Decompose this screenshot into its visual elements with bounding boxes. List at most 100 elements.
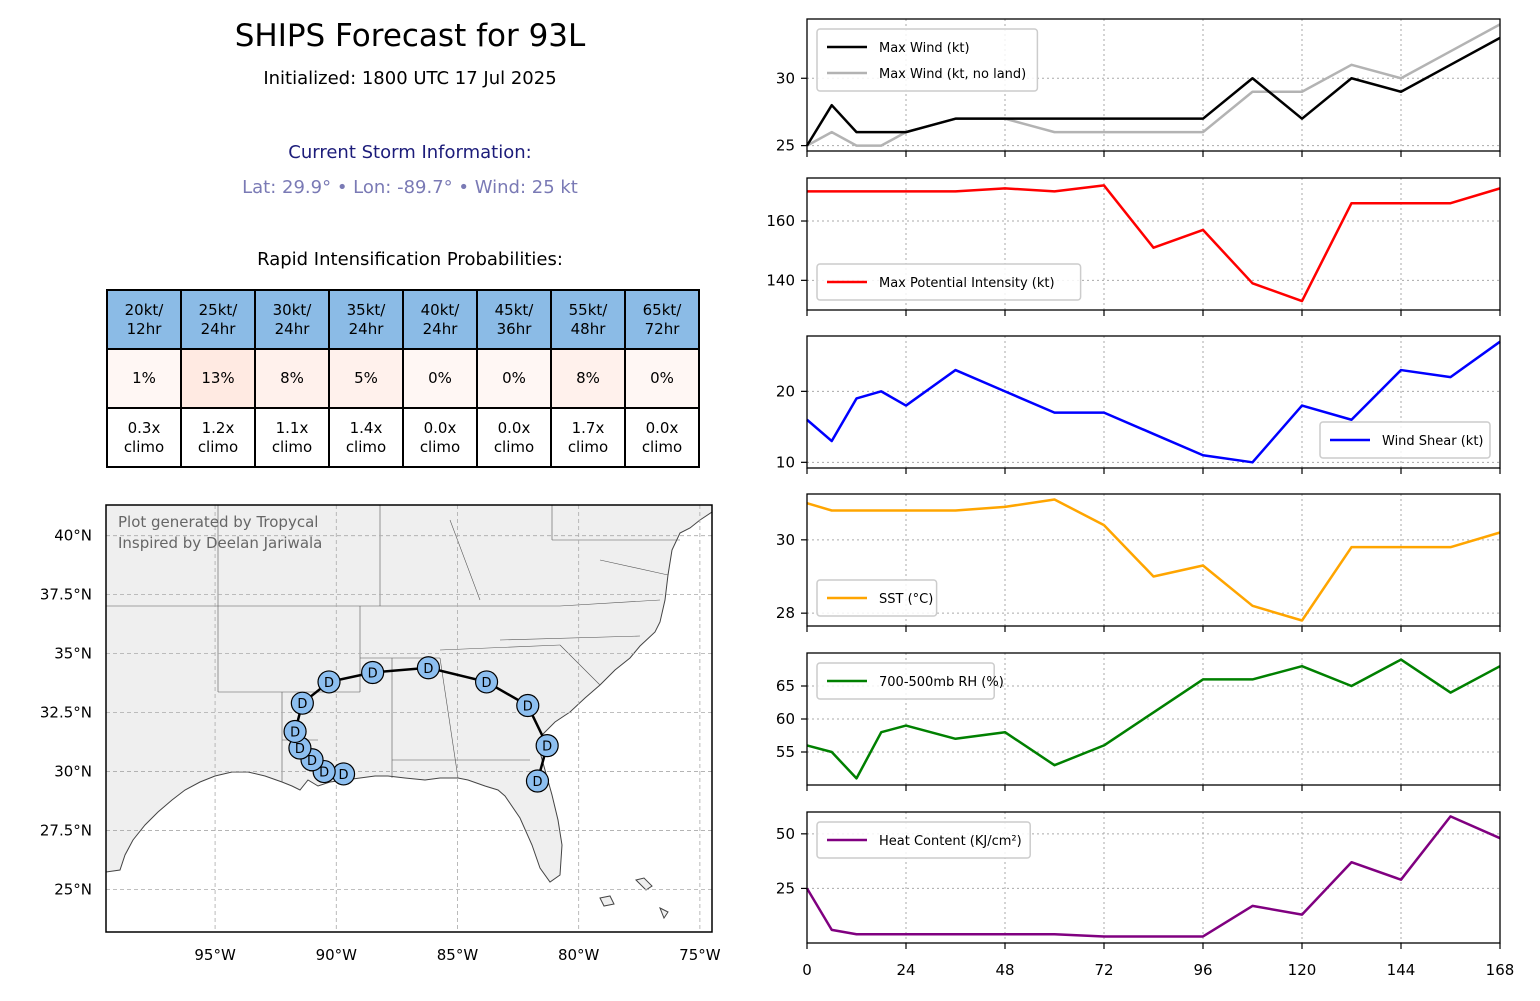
series-line (806, 658, 1501, 780)
track-point-label: D (295, 742, 305, 757)
track-point-label: D (339, 768, 349, 783)
ri-climo-cell: 1.7x climo (550, 407, 626, 468)
x-tick-label: 96 (1193, 961, 1212, 979)
ri-probability-cell: 5% (328, 348, 404, 409)
legend-label: Wind Shear (kt) (1382, 434, 1484, 449)
ri-climo-cell: 0.0x climo (402, 407, 478, 468)
series-line (806, 340, 1501, 464)
chart-frame (806, 18, 1501, 152)
map-watermark-line1: Plot generated by Tropycal (118, 513, 318, 531)
track-point (525, 769, 550, 793)
x-tick-label: 24 (896, 961, 915, 979)
y-tick-label: 160 (766, 212, 795, 230)
legend-label: Max Wind (kt) (879, 41, 970, 56)
ri-climo-cell: 1.2x climo (180, 407, 256, 468)
track-point (283, 719, 307, 744)
y-tick-label: 50 (776, 825, 795, 843)
ri-header-cell: 20kt/12hr (106, 289, 182, 350)
legend-label: Max Wind (kt, no land) (879, 67, 1026, 82)
map-watermark-line2: Inspired by Deelan Jariwala (118, 534, 322, 552)
map-land (106, 505, 712, 883)
chart-panel-3: 10 20 Wind Shear (kt) (776, 335, 1501, 474)
y-tick-label: 30 (776, 69, 795, 87)
map-lat-tick-label: 27.5°N (40, 822, 92, 840)
ships-timeseries-panels: 25 30 Max Wind (kt) Max Wind (kt, no land) 1… (766, 18, 1515, 979)
series-line (806, 498, 1501, 622)
map-lat-tick-label: 32.5°N (40, 704, 92, 722)
track-point (361, 660, 385, 685)
track-point-label: D (290, 725, 300, 740)
ri-probability-cell: 0% (624, 348, 700, 409)
map-lat-tick-label: 30°N (54, 763, 92, 781)
track-point-label: D (423, 662, 433, 677)
legend-label: SST (°C) (879, 592, 933, 607)
chart-legend: Max Wind (kt) Max Wind (kt, no land) (816, 28, 1039, 92)
y-tick-label: 30 (776, 531, 795, 549)
track-point (317, 670, 341, 694)
map-caribbean-island (635, 877, 653, 891)
chart-legend: 700-500mb RH (%) (816, 662, 1004, 700)
chart-legend: SST (°C) (816, 579, 938, 617)
ri-climo-cell: 1.1x climo (254, 407, 330, 468)
chart-legend: Max Potential Intensity (kt) (816, 263, 1082, 301)
legend-label: 700-500mb RH (%) (879, 675, 1004, 690)
page-title: SHIPS Forecast for 93L (234, 18, 586, 54)
y-tick-label: 20 (776, 382, 795, 400)
track-point-label: D (319, 766, 329, 781)
legend-box (816, 579, 938, 617)
map-caribbean-island (599, 895, 615, 907)
ri-climo-cell: 0.3x climo (106, 407, 182, 468)
series-line (806, 23, 1501, 147)
series-line (807, 184, 1501, 303)
ri-header-cell: 25kt/24hr (180, 289, 256, 350)
ri-probability-cell: 8% (254, 348, 330, 409)
map-frame (105, 504, 713, 933)
ri-climo-row: 0.3x climo 1.2x climo 1.1x climo 1.4x climo … (106, 407, 700, 468)
ri-probability-cell: 1% (106, 348, 182, 409)
ri-header-cell: 35kt/24hr (328, 289, 404, 350)
map-lat-tick-label: 37.5°N (40, 586, 92, 604)
chart-panel-1: 25 30 Max Wind (kt) Max Wind (kt, no land) (776, 18, 1501, 157)
legend-box (816, 662, 995, 700)
chart-frame (806, 811, 1501, 944)
legend-box (816, 28, 1039, 92)
legend-box (816, 263, 1082, 301)
y-tick-label: 25 (776, 137, 795, 155)
ri-probability-cell: 13% (180, 348, 256, 409)
x-tick-label: 168 (1486, 961, 1515, 979)
map-lon-tick-label: 80°W (558, 946, 600, 964)
initialized-time: Initialized: 1800 UTC 17 Jul 2025 (263, 68, 557, 89)
map-caribbean-island (659, 906, 669, 920)
map-lat-tick-label: 35°N (54, 645, 92, 663)
x-tick-label: 72 (1094, 961, 1113, 979)
chart-panel-5: 55 60 65 700-500mb RH (%) (776, 652, 1501, 791)
y-tick-label: 140 (766, 271, 795, 289)
chart-panel-6: 25 50 0 24 48 72 96 120 144 168 Heat Content (KJ/c… (776, 811, 1515, 979)
map-lat-tick-label: 40°N (54, 527, 92, 545)
track-point-label: D (324, 676, 334, 691)
track-point-label: D (297, 697, 307, 712)
series-line (805, 815, 1501, 938)
track-point (416, 656, 440, 680)
legend-box (816, 821, 1031, 859)
track-point-label: D (532, 775, 542, 790)
y-tick-label: 55 (776, 743, 795, 761)
track-point-label: D (307, 754, 317, 769)
ri-table: 20kt/12hr 25kt/24hr 30kt/24hr 35kt/24hr … (106, 289, 700, 468)
track-point (516, 693, 540, 718)
y-tick-label: 28 (776, 604, 795, 622)
map-lat-tick-label: 25°N (54, 881, 92, 899)
track-point-label: D (542, 740, 552, 755)
track-point-label: D (368, 666, 378, 681)
chart-frame (806, 335, 1501, 469)
x-tick-label: 48 (995, 961, 1014, 979)
track-point-label: D (523, 700, 533, 715)
legend-label: Heat Content (KJ/cm²) (879, 834, 1022, 849)
ri-climo-cell: 1.4x climo (328, 407, 404, 468)
map-lon-tick-label: 90°W (316, 946, 358, 964)
chart-legend: Heat Content (KJ/cm²) (816, 821, 1031, 859)
ri-probability-cell: 0% (402, 348, 478, 409)
chart-panel-4: 28 30 SST (°C) (776, 493, 1501, 632)
ri-title: Rapid Intensification Probabilities: (257, 249, 563, 270)
